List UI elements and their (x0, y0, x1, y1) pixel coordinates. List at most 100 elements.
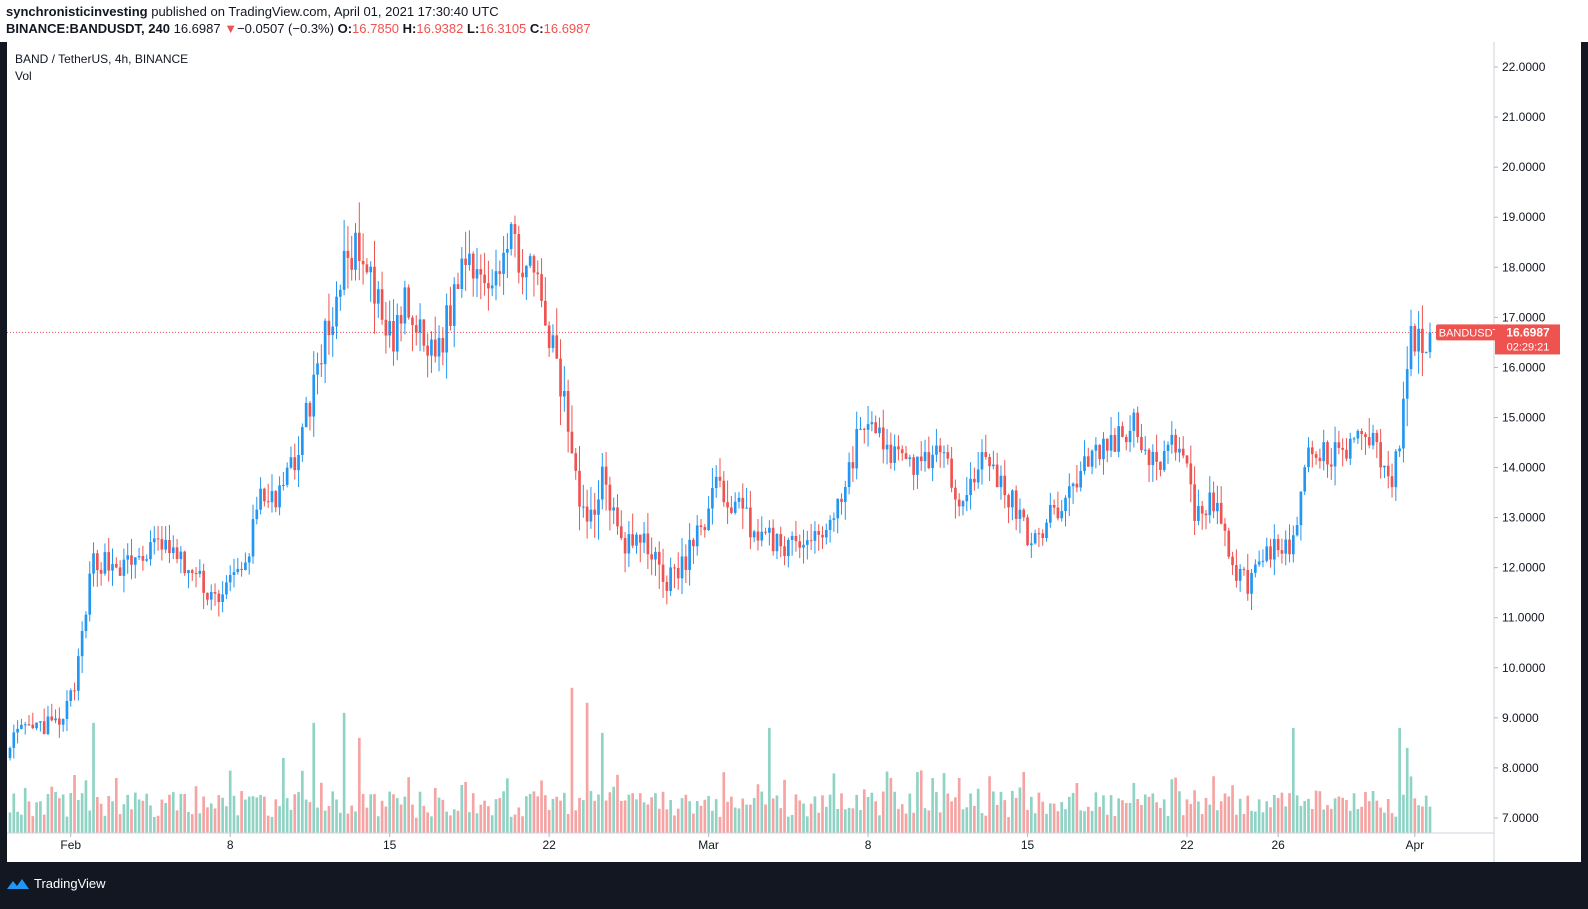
candle-body (1094, 444, 1098, 451)
candle-body (1151, 451, 1155, 466)
candle (764, 527, 767, 535)
candle-body (908, 457, 912, 460)
volume-bar (206, 807, 209, 833)
candle (209, 584, 213, 611)
volume-bar (532, 791, 536, 833)
candle-body (726, 502, 729, 508)
candlestick-chart[interactable]: 22.0000 21.0000 20.0000 19.0000 18.0000 17.00… (7, 42, 1581, 862)
candle-body (589, 509, 593, 522)
volume-bar (103, 815, 107, 833)
volume-bar (1026, 809, 1029, 833)
candle-body (1356, 430, 1360, 439)
candle-body (957, 499, 961, 507)
candle-body (843, 487, 847, 502)
candle-body (893, 446, 896, 463)
candle (152, 526, 156, 555)
candle-body (942, 452, 946, 454)
candle (1117, 411, 1120, 458)
chart-area[interactable]: 22.0000 21.0000 20.0000 19.0000 18.0000 17.00… (7, 42, 1581, 862)
symbol-label[interactable]: BINANCE:BANDUSDT, 240 (6, 21, 170, 36)
volume-bar (866, 796, 870, 833)
candle (285, 462, 289, 488)
volume-bar (1417, 805, 1420, 833)
volume-bar (1181, 815, 1185, 833)
y-tick-label: 20.0000 (1502, 160, 1546, 174)
volume-bar (95, 797, 99, 833)
volume-bar (46, 794, 50, 833)
candle-body (282, 484, 285, 486)
volume-bar (1314, 790, 1318, 833)
candle-body (1333, 442, 1337, 467)
candle-body (923, 452, 927, 462)
volume-bar (114, 777, 118, 833)
candle-body (1413, 325, 1417, 352)
candle (1398, 445, 1401, 458)
volume-bar (642, 802, 646, 833)
volume-bar (563, 792, 566, 833)
candle (266, 483, 270, 508)
candle (631, 513, 635, 549)
candle (525, 265, 528, 300)
volume-bar (179, 793, 183, 833)
volume-bar (828, 794, 832, 833)
volume-bar (160, 799, 164, 833)
volume-bar (950, 801, 953, 833)
candle-body (832, 518, 836, 520)
author-name[interactable]: synchronisticinvesting (6, 4, 148, 19)
y-tick-label: 9.0000 (1502, 711, 1539, 725)
candle (12, 724, 16, 759)
candle-body (160, 539, 164, 550)
candle-body (1310, 447, 1314, 455)
candle-body (1014, 490, 1018, 519)
candle (1405, 346, 1409, 427)
candle (950, 446, 953, 493)
candle-body (464, 258, 467, 265)
volume-bars (8, 687, 1432, 833)
volume-bar (141, 800, 145, 833)
candle (783, 536, 786, 566)
candle-body (1102, 438, 1105, 460)
candle-body (619, 526, 623, 539)
candle (536, 260, 540, 286)
volume-bar (232, 795, 236, 833)
volume-bar (354, 811, 357, 833)
tradingview-brand[interactable]: TradingView (6, 876, 106, 891)
volume-bar (1280, 792, 1284, 833)
candle (718, 458, 722, 488)
candle (369, 261, 373, 302)
volume-bar (285, 798, 289, 833)
candle (449, 286, 452, 331)
candle (1166, 441, 1170, 465)
symbol-tag (1436, 324, 1502, 341)
candle (274, 489, 278, 513)
candle-body (297, 455, 300, 471)
volume-bar (578, 797, 581, 833)
candle-body (1200, 506, 1204, 514)
candle (559, 339, 562, 426)
candle (1083, 440, 1086, 475)
candle-body (749, 507, 752, 538)
candle (1254, 559, 1257, 578)
candle-body (995, 464, 999, 488)
y-tick-label: 17.0000 (1502, 310, 1546, 324)
candle-body (1273, 538, 1276, 560)
candle (935, 428, 938, 463)
candle-body (418, 319, 422, 333)
volume-bar (824, 806, 828, 833)
candle (1379, 429, 1382, 479)
volume-bar (756, 784, 760, 833)
volume-bar (175, 810, 179, 833)
volume-bar (954, 797, 957, 833)
candle (1288, 524, 1291, 563)
volume-bar (335, 799, 338, 833)
volume-bar (388, 791, 392, 833)
volume-bar (775, 795, 779, 833)
candle (1151, 444, 1155, 482)
candle-body (900, 449, 904, 454)
volume-bar (862, 789, 866, 833)
candle (1375, 429, 1379, 459)
candle-body (392, 321, 395, 352)
x-tick-label: 15 (1021, 838, 1035, 852)
candle (16, 720, 19, 744)
candle-body (544, 300, 547, 326)
